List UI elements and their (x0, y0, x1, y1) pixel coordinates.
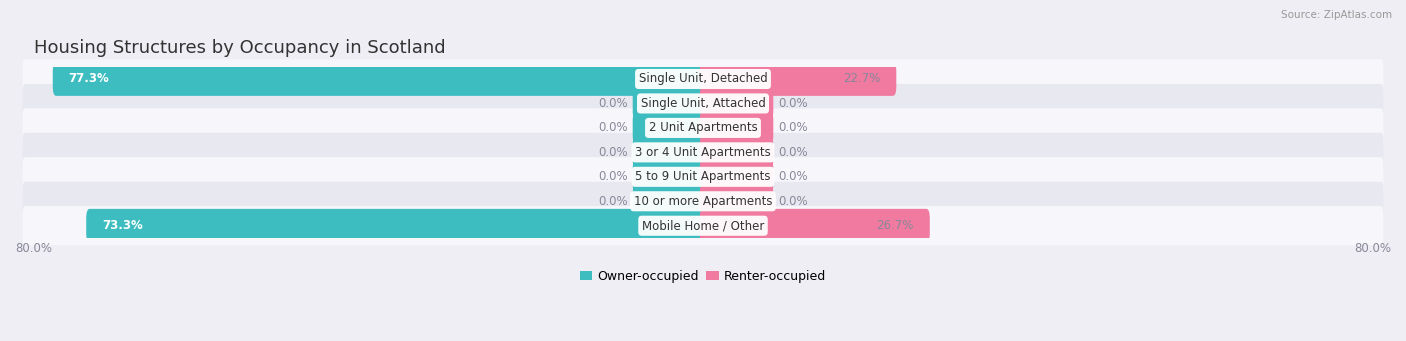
Text: 77.3%: 77.3% (69, 73, 110, 86)
Text: 2 Unit Apartments: 2 Unit Apartments (648, 121, 758, 134)
Legend: Owner-occupied, Renter-occupied: Owner-occupied, Renter-occupied (575, 265, 831, 288)
Text: 0.0%: 0.0% (598, 121, 627, 134)
Text: 0.0%: 0.0% (779, 121, 808, 134)
FancyBboxPatch shape (700, 87, 773, 120)
Text: 10 or more Apartments: 10 or more Apartments (634, 195, 772, 208)
FancyBboxPatch shape (22, 84, 1384, 123)
FancyBboxPatch shape (700, 62, 896, 96)
Text: 0.0%: 0.0% (598, 146, 627, 159)
Text: Source: ZipAtlas.com: Source: ZipAtlas.com (1281, 10, 1392, 20)
Text: 26.7%: 26.7% (876, 219, 914, 232)
Text: 3 or 4 Unit Apartments: 3 or 4 Unit Apartments (636, 146, 770, 159)
FancyBboxPatch shape (633, 111, 706, 145)
Text: Single Unit, Attached: Single Unit, Attached (641, 97, 765, 110)
Text: 0.0%: 0.0% (779, 146, 808, 159)
FancyBboxPatch shape (633, 87, 706, 120)
Text: 0.0%: 0.0% (779, 195, 808, 208)
FancyBboxPatch shape (22, 108, 1384, 147)
FancyBboxPatch shape (700, 111, 773, 145)
Text: 73.3%: 73.3% (103, 219, 143, 232)
Text: 0.0%: 0.0% (779, 97, 808, 110)
Text: 0.0%: 0.0% (598, 97, 627, 110)
FancyBboxPatch shape (700, 209, 929, 242)
Text: 0.0%: 0.0% (598, 170, 627, 183)
FancyBboxPatch shape (700, 135, 773, 169)
FancyBboxPatch shape (22, 59, 1384, 99)
FancyBboxPatch shape (700, 160, 773, 194)
Text: 22.7%: 22.7% (844, 73, 880, 86)
FancyBboxPatch shape (86, 209, 706, 242)
Text: Single Unit, Detached: Single Unit, Detached (638, 73, 768, 86)
Text: Mobile Home / Other: Mobile Home / Other (641, 219, 765, 232)
FancyBboxPatch shape (53, 62, 706, 96)
Text: 5 to 9 Unit Apartments: 5 to 9 Unit Apartments (636, 170, 770, 183)
FancyBboxPatch shape (22, 133, 1384, 172)
Text: 0.0%: 0.0% (598, 195, 627, 208)
Text: Housing Structures by Occupancy in Scotland: Housing Structures by Occupancy in Scotl… (34, 39, 446, 57)
FancyBboxPatch shape (22, 182, 1384, 221)
FancyBboxPatch shape (700, 184, 773, 218)
FancyBboxPatch shape (22, 157, 1384, 196)
FancyBboxPatch shape (22, 206, 1384, 245)
FancyBboxPatch shape (633, 160, 706, 194)
Text: 0.0%: 0.0% (779, 170, 808, 183)
FancyBboxPatch shape (633, 184, 706, 218)
FancyBboxPatch shape (633, 135, 706, 169)
